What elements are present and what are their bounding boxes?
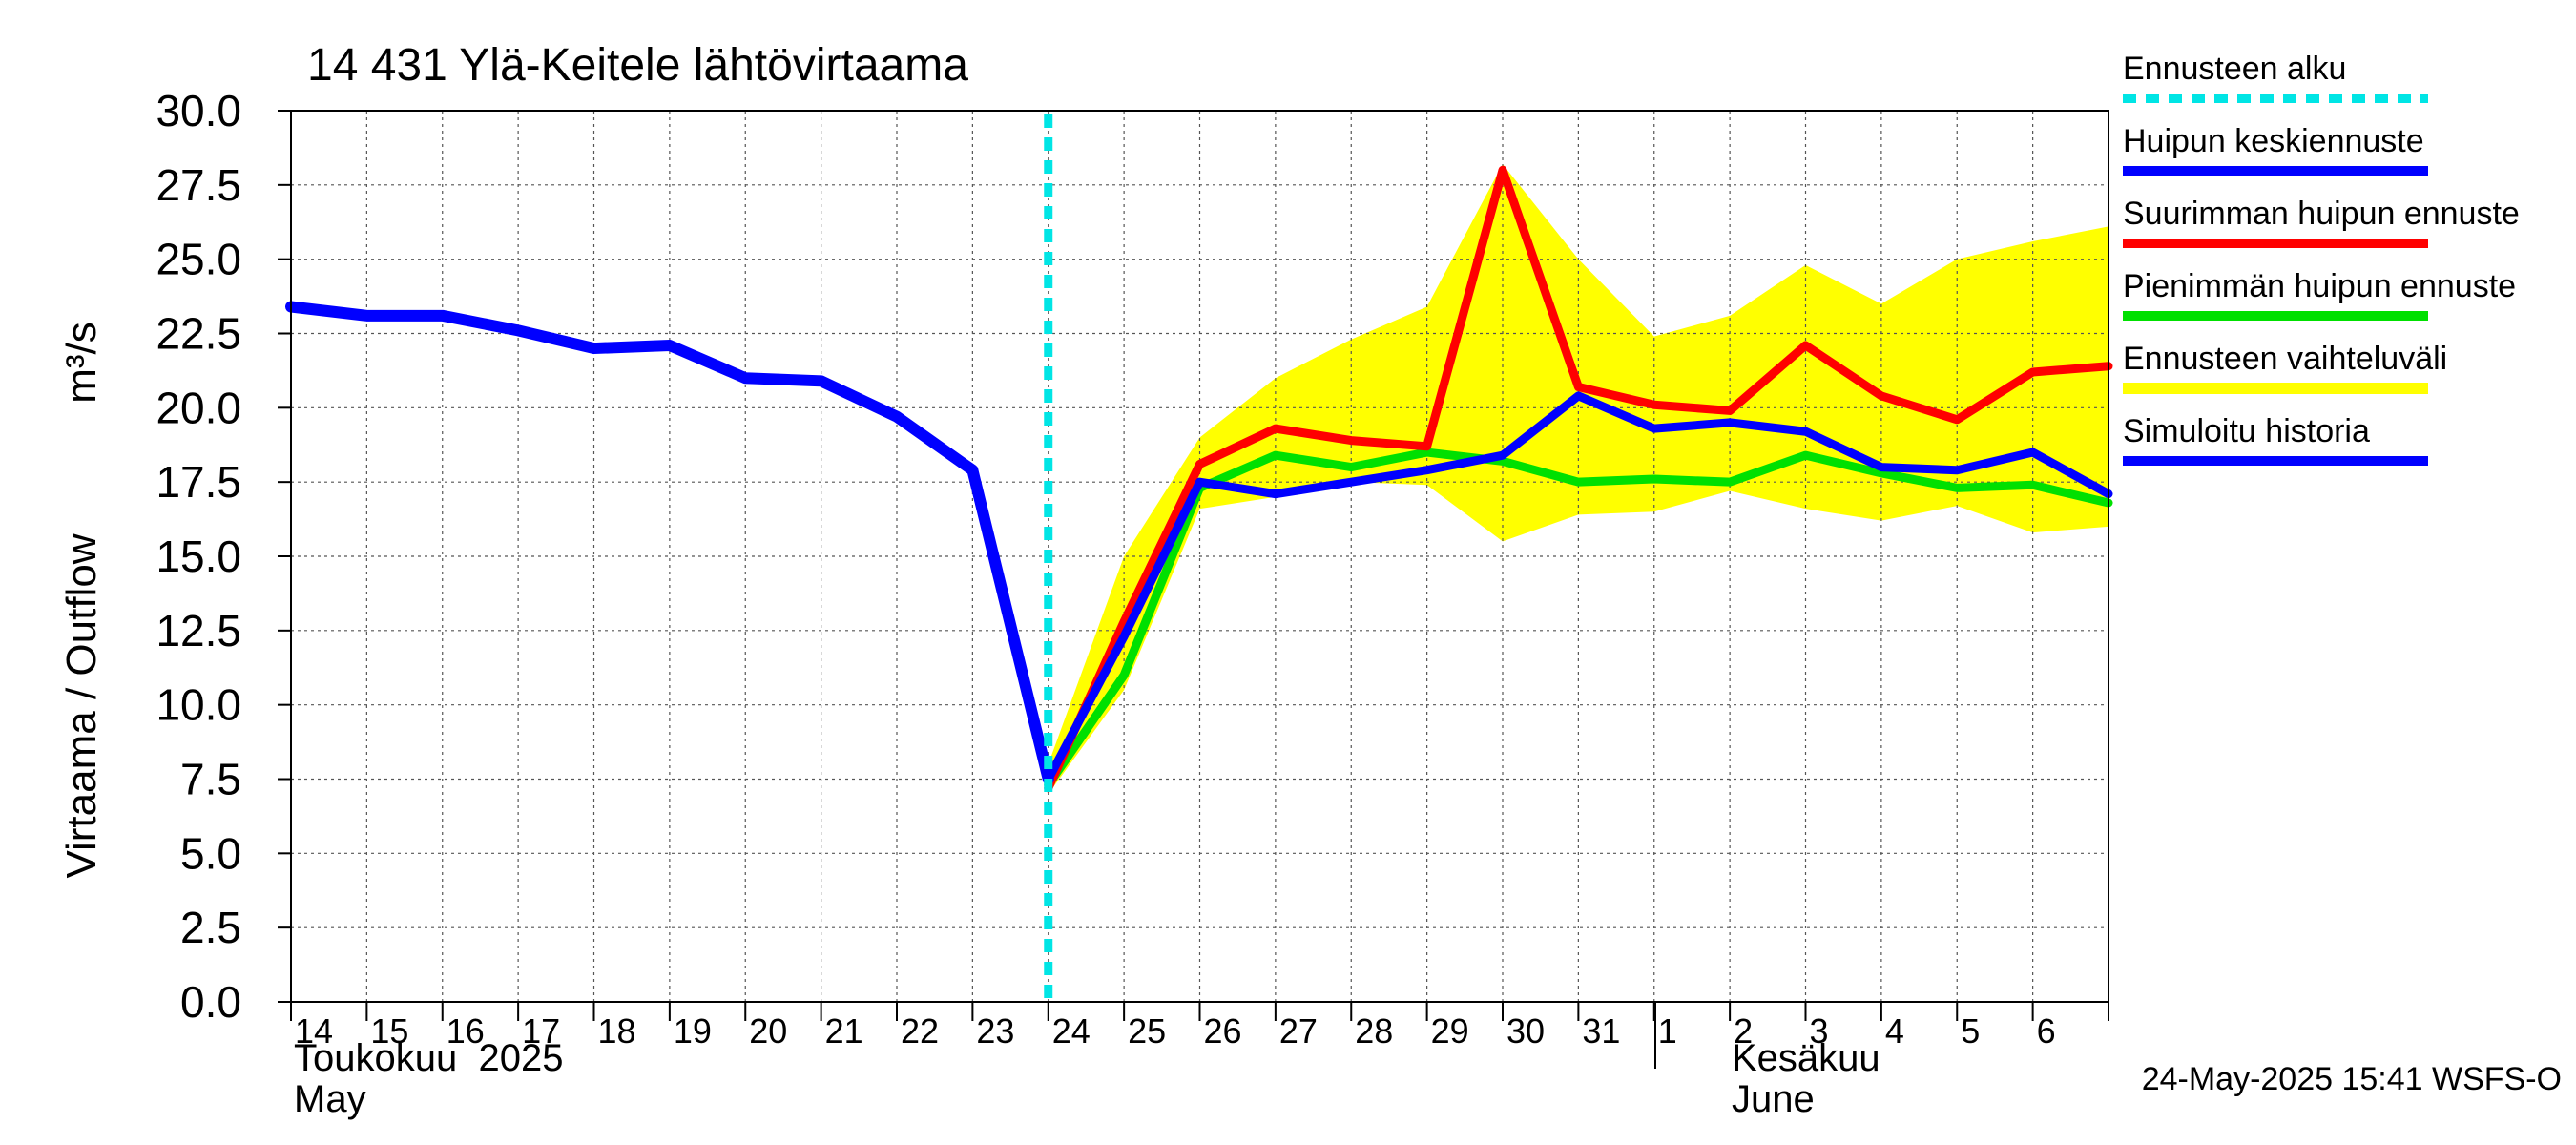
x-tick-label: 20	[749, 1011, 787, 1051]
legend-swatch-range	[2123, 383, 2428, 394]
legend-label-max: Suurimman huipun ennuste	[2123, 196, 2520, 232]
y-axis-unit: m³/s	[58, 322, 105, 404]
x-tick-label: 30	[1506, 1011, 1545, 1051]
x-tick-label: 27	[1279, 1011, 1318, 1051]
min-peak-forecast-line	[1044, 448, 2113, 790]
y-tick-label: 12.5	[156, 606, 241, 656]
y-tick-label: 5.0	[180, 828, 241, 878]
max-peak-forecast-line	[1044, 165, 2113, 793]
x-tick-label: 4	[1885, 1011, 1904, 1051]
x-tick-label: 29	[1431, 1011, 1469, 1051]
plot-area	[285, 110, 2113, 1003]
legend-label-hist: Simuloitu historia	[2123, 413, 2370, 449]
x-tick-label: 3	[1810, 1011, 1829, 1051]
x-tick-label: 1	[1658, 1011, 1677, 1051]
y-tick-label: 30.0	[156, 86, 241, 135]
x-tick-label: 23	[976, 1011, 1014, 1051]
y-tick-label: 0.0	[180, 977, 241, 1027]
y-tick-label: 20.0	[156, 383, 241, 432]
x-tick-label: 15	[370, 1011, 408, 1051]
legend-label-mean: Huipun keskiennuste	[2123, 123, 2424, 159]
y-tick-label: 15.0	[156, 531, 241, 581]
x-tick-label: 19	[674, 1011, 712, 1051]
month-label-may-en: May	[294, 1078, 366, 1120]
x-tick-label: 22	[901, 1011, 939, 1051]
legend-label-start: Ennusteen alku	[2123, 51, 2346, 87]
x-tick-label: 16	[447, 1011, 485, 1051]
mean-peak-forecast-line	[1044, 391, 2113, 783]
x-tick-label: 26	[1204, 1011, 1242, 1051]
x-tick-label: 18	[598, 1011, 636, 1051]
x-tick-label: 2	[1734, 1011, 1753, 1051]
x-tick-label: 24	[1052, 1011, 1091, 1051]
month-label-may-fi: Toukokuu 2025	[294, 1037, 563, 1079]
x-tick-label: 21	[825, 1011, 863, 1051]
legend-label-min: Pienimmän huipun ennuste	[2123, 268, 2516, 304]
x-tick-label: 28	[1355, 1011, 1393, 1051]
y-tick-label: 22.5	[156, 309, 241, 359]
x-tick-label: 25	[1128, 1011, 1166, 1051]
legend: Ennusteen alku Huipun keskiennuste Suurimm…	[2123, 51, 2520, 466]
legend-label-range: Ennusteen vaihteluväli	[2123, 341, 2447, 377]
y-tick-label: 17.5	[156, 457, 241, 507]
x-tick-label: 6	[2037, 1011, 2056, 1051]
x-tick-label: 5	[1961, 1011, 1980, 1051]
grid-layer	[291, 111, 2109, 1002]
x-tick-label: 31	[1582, 1011, 1620, 1051]
chart-title: 14 431 Ylä-Keitele lähtövirtaama	[307, 40, 968, 91]
month-label-june-en: June	[1732, 1078, 1815, 1120]
y-tick-label: 2.5	[180, 903, 241, 952]
y-tick-label: 27.5	[156, 160, 241, 210]
x-tick-label: 17	[522, 1011, 560, 1051]
y-tick-label: 10.0	[156, 680, 241, 730]
x-tick-label: 14	[295, 1011, 333, 1051]
month-label-june-fi: Kesäkuu	[1732, 1037, 1880, 1079]
timestamp: 24-May-2025 15:41 WSFS-O	[2142, 1061, 2562, 1097]
y-axis: 0.0 2.5 5.0 7.5 10.0 12.5 15.0 17.5 20.0 22.5 25.0…	[156, 86, 291, 1027]
simulated-history-line	[285, 301, 1054, 785]
y-axis-label: Virtaama / Outflow	[58, 533, 105, 878]
y-tick-label: 25.0	[156, 235, 241, 284]
series-layer	[285, 114, 2113, 1002]
y-tick-label: 7.5	[180, 755, 241, 804]
x-axis: 14 15 16 17 18 19 20 21 22 23 24 25 26 27 28 29 30 31 1 2 3 4…	[290, 1002, 2109, 1051]
